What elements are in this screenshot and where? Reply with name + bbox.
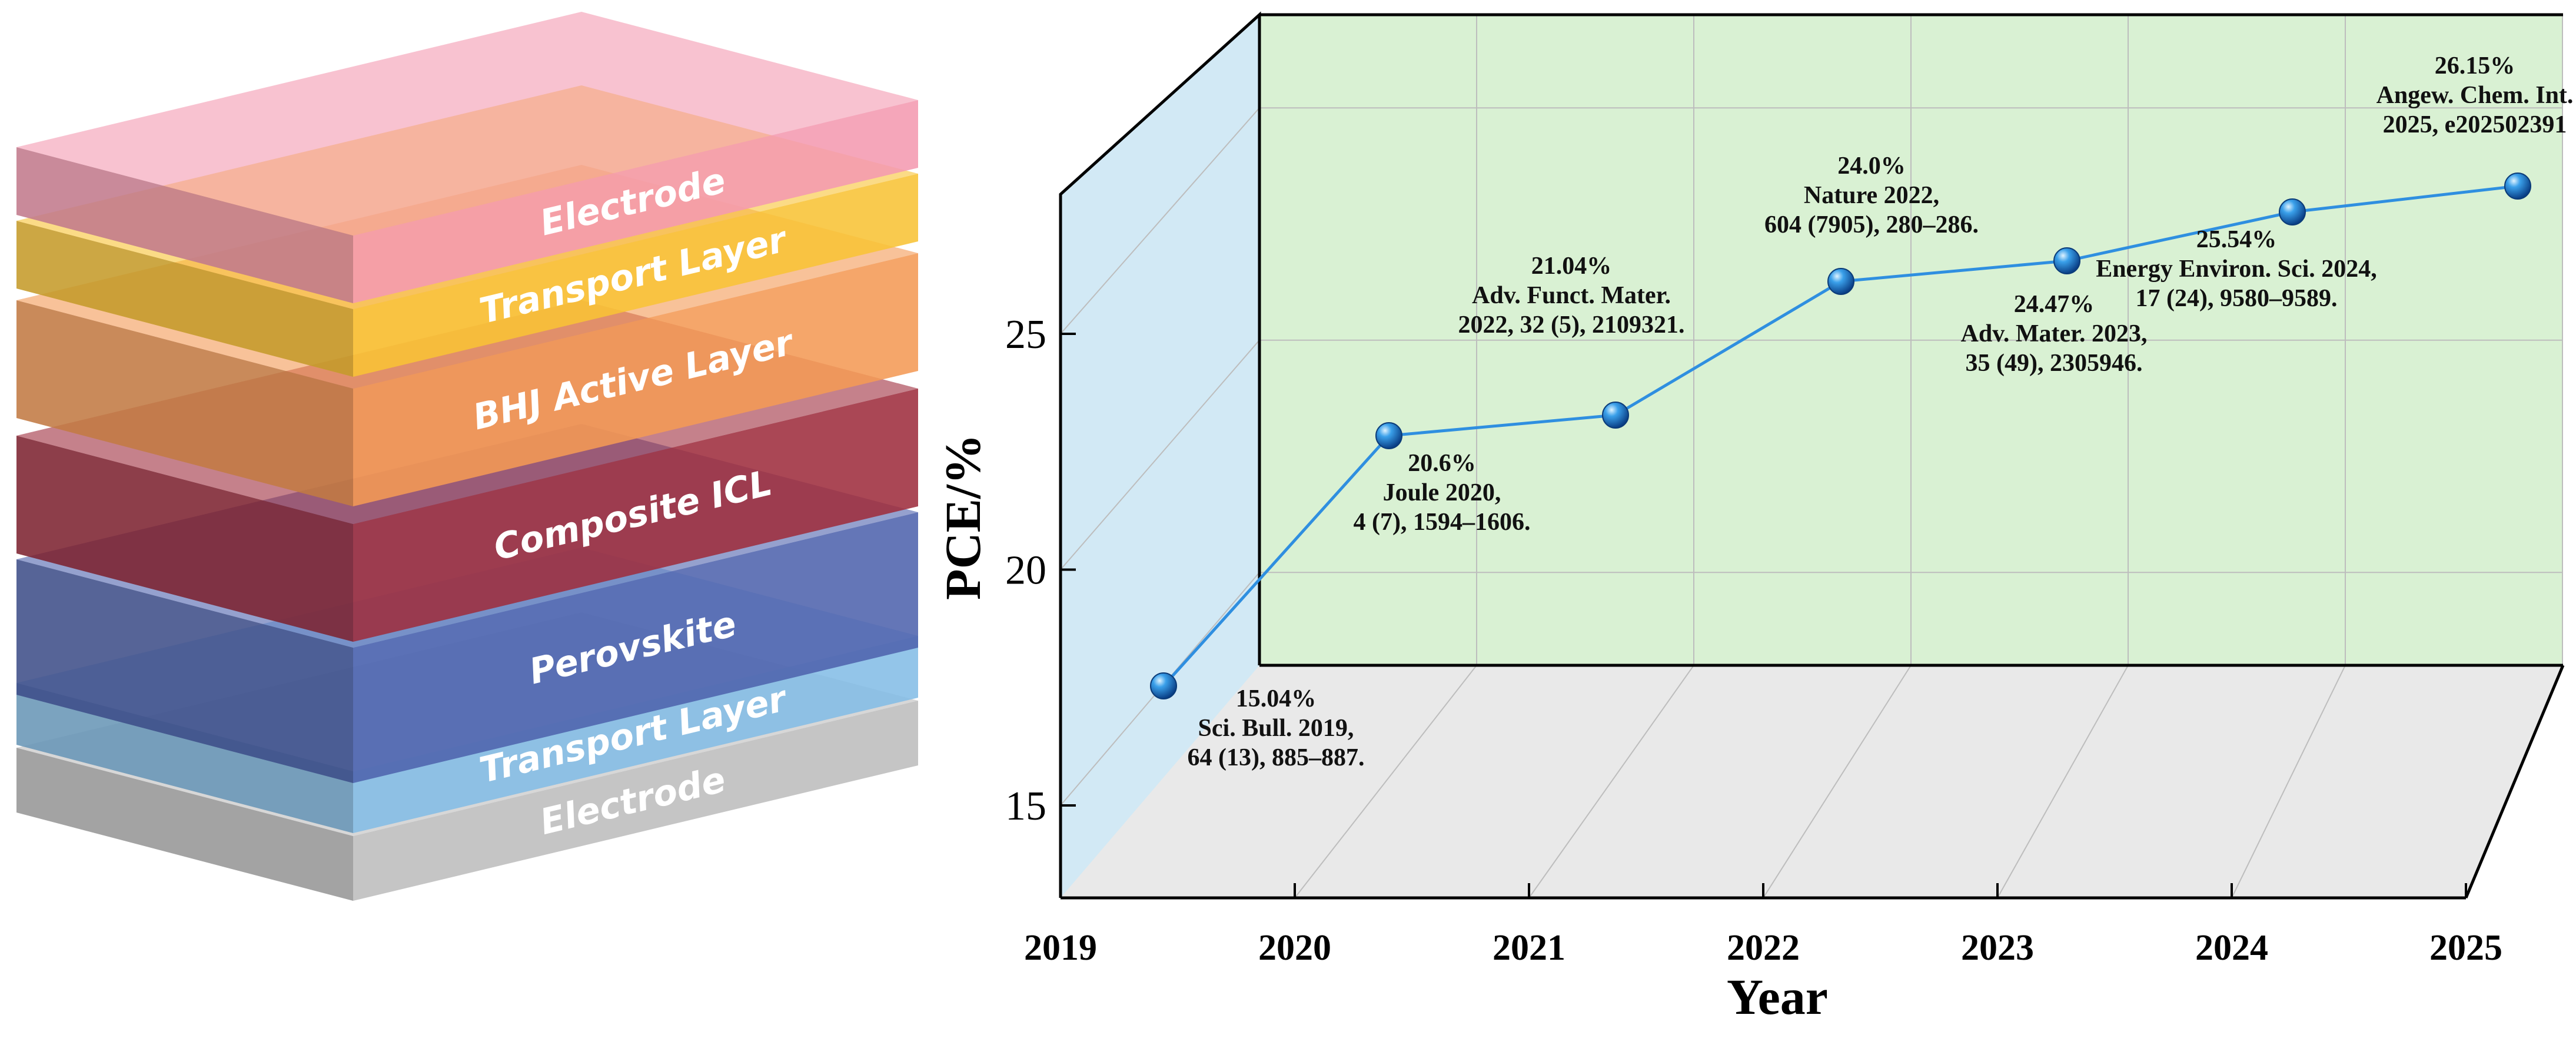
layer-side-shade xyxy=(16,221,353,377)
data-point xyxy=(2053,247,2080,274)
pce-value-label: 21.04% xyxy=(1531,253,1612,280)
reference-label: Sci. Bull. 2019, xyxy=(1198,715,1354,742)
point-annotation: 24.47%Adv. Mater. 2023, 35 (49), 2305946. xyxy=(1961,291,2148,377)
layer-side-face xyxy=(16,300,353,506)
reference-label: 35 (49), 2305946. xyxy=(1966,350,2143,377)
pce-value-label: 20.6% xyxy=(1408,450,1476,477)
layer-1: Electrode xyxy=(16,12,918,303)
point-annotation: 25.54% Energy Environ. Sci. 2024,17 (24),… xyxy=(2096,226,2377,312)
layer-front-face xyxy=(353,174,918,377)
point-annotation: 26.15% Angew. Chem. Int.2025, e202502391 xyxy=(2376,52,2574,138)
side-wall xyxy=(1061,15,1259,898)
floor-right-edge xyxy=(2464,665,2565,898)
reference-label: 2025, e202502391 xyxy=(2383,111,2567,138)
x-tick-label: 2024 xyxy=(2195,928,2268,968)
gridline-side xyxy=(1060,107,1260,334)
data-point xyxy=(1827,268,1854,295)
x-axis-ticks: 2019 2020 2021 2022 2023 2024 2025 xyxy=(1024,883,2502,968)
point-annotation: 21.04%Adv. Funct. Mater.2022, 32 (5), 21… xyxy=(1458,253,1685,339)
gridline-floor xyxy=(1997,665,2129,898)
reference-label: Angew. Chem. Int. xyxy=(2376,82,2574,109)
reference-label: 2022, 32 (5), 2109321. xyxy=(1458,311,1685,339)
layer-side-face xyxy=(16,683,353,833)
reference-label: Joule 2020, xyxy=(1383,479,1501,506)
layer-front-face xyxy=(353,701,918,901)
gridline-side xyxy=(1060,340,1260,571)
x-tick-label: 2022 xyxy=(1727,928,1800,968)
floor xyxy=(1061,665,2563,898)
gridlines xyxy=(1060,15,2563,898)
data-point xyxy=(1375,422,1402,449)
reference-label: 4 (7), 1594–1606. xyxy=(1354,509,1531,536)
reference-label: 17 (24), 9580–9589. xyxy=(2136,285,2338,312)
pce-value-label: 26.15% xyxy=(2435,52,2515,79)
pce-value-label: 25.54% xyxy=(2196,226,2277,253)
layer-side-shade xyxy=(16,436,353,642)
point-annotation: 20.6%Joule 2020, 4 (7), 1594–1606. xyxy=(1354,450,1531,536)
layer-top-face xyxy=(16,12,918,236)
y-tick-label: 25 xyxy=(1005,312,1046,357)
data-point xyxy=(2504,173,2531,200)
side-frame xyxy=(1059,11,1261,898)
pce-value-label: 24.0% xyxy=(1837,152,1906,180)
layer-side-face xyxy=(16,147,353,303)
reference-label: Adv. Funct. Mater. xyxy=(1472,282,1671,309)
y-axis-ticks: 15 20 25 xyxy=(1005,312,1076,829)
pce-value-label: 15.04% xyxy=(1236,685,1317,712)
reference-label: 64 (13), 885–887. xyxy=(1188,744,1365,771)
layer-side-shade xyxy=(16,147,353,303)
reference-label: Adv. Mater. 2023, xyxy=(1961,320,2148,347)
x-axis-title: Year xyxy=(1727,969,1828,1025)
point-annotation: 24.0%Nature 2022,604 (7905), 280–286. xyxy=(1764,152,1979,238)
y-tick-label: 15 xyxy=(1005,784,1046,829)
reference-label: Energy Environ. Sci. 2024, xyxy=(2096,256,2377,283)
data-point xyxy=(1602,402,1629,429)
layer-side-shade xyxy=(16,683,353,833)
x-tick-label: 2020 xyxy=(1258,928,1331,968)
layer-side-shade xyxy=(16,748,353,901)
y-tick-label: 20 xyxy=(1005,548,1046,593)
pce-value-label: 24.47% xyxy=(2014,291,2095,318)
reference-label: Nature 2022, xyxy=(1804,182,1939,209)
x-tick-label: 2025 xyxy=(2429,928,2502,968)
gridline-floor xyxy=(1763,665,1912,898)
layer-side-shade xyxy=(16,559,353,783)
layer-side-face xyxy=(16,748,353,901)
point-annotation: 15.04% Sci. Bull. 2019,64 (13), 885–887. xyxy=(1188,685,1365,771)
y-axis-title: PCE/% xyxy=(935,434,991,600)
layer-side-shade xyxy=(16,300,353,506)
gridline-floor xyxy=(2231,665,2346,898)
layer-side-face xyxy=(16,436,353,642)
layer-front-face xyxy=(353,389,918,642)
layer-side-face xyxy=(16,221,353,377)
layer-front-face xyxy=(353,512,918,783)
layer-front-face xyxy=(353,253,918,506)
layer-side-face xyxy=(16,559,353,783)
data-point xyxy=(2279,198,2306,225)
reference-label: 604 (7905), 280–286. xyxy=(1764,211,1979,238)
gridline-floor xyxy=(1528,665,1694,898)
x-tick-label: 2019 xyxy=(1024,928,1097,968)
gridline-floor xyxy=(1294,665,1477,898)
x-tick-label: 2021 xyxy=(1493,928,1565,968)
annotations: 15.04% Sci. Bull. 2019,64 (13), 885–887. 2… xyxy=(1188,52,2574,771)
layer-front-face xyxy=(353,636,918,833)
data-point xyxy=(1150,672,1177,699)
x-tick-label: 2023 xyxy=(1961,928,2034,968)
layer-front-face xyxy=(353,100,918,303)
pce-series xyxy=(1150,173,2531,699)
